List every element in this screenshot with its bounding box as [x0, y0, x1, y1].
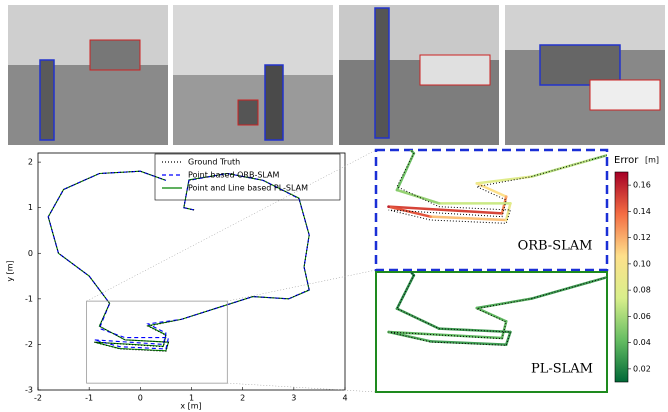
x-tick-label: -2	[34, 394, 42, 403]
colorbar-tick-label: 0.16	[633, 181, 651, 190]
zoom-box	[86, 300, 228, 384]
photo-panels	[8, 5, 665, 145]
connector	[227, 382, 377, 393]
colorbar-tick-label: 0.12	[633, 233, 651, 242]
inset-error-point	[437, 202, 441, 205]
inset-error-point	[504, 195, 508, 198]
x-tick-label: 4	[342, 394, 347, 403]
inset-segment	[387, 205, 504, 215]
legend-label: Point based ORB-SLAM	[188, 171, 280, 180]
inset-segment	[387, 330, 432, 343]
x-tick-label: 2	[240, 394, 245, 403]
inset-error-point	[500, 212, 504, 215]
inset-label: ORB-SLAM	[518, 239, 593, 254]
y-axis-label: y [m]	[6, 260, 15, 281]
trajectory-line	[47, 170, 310, 352]
colorbar-tick-label: 0.02	[633, 364, 651, 373]
inset-error-point	[312, 147, 315, 150]
inset-error-point	[329, 201, 332, 204]
inset-error-point	[504, 320, 508, 323]
inset-segment	[475, 306, 508, 323]
x-tick-label: 0	[138, 394, 143, 403]
colorbar-tick-label: 0.10	[633, 259, 651, 268]
colorbar	[614, 171, 629, 383]
legend-label: Ground Truth	[188, 158, 240, 167]
inset-error-point	[429, 340, 432, 343]
inset-segment	[475, 182, 508, 198]
inset-segment	[588, 275, 607, 284]
inset-segment	[429, 340, 508, 346]
inset-error-point	[509, 202, 512, 205]
inset-segment	[475, 175, 533, 185]
colorbar-tick-label: 0.04	[633, 338, 651, 347]
y-tick-label: -1	[25, 294, 33, 303]
inset-frame	[374, 148, 609, 272]
colorbar-title: Error	[614, 155, 639, 166]
inset	[387, 150, 607, 224]
legend-label: Point and Line based PL-SLAM	[188, 184, 308, 193]
inset-segment	[330, 202, 380, 235]
connector	[86, 149, 377, 302]
y-tick-label: 1	[28, 203, 33, 212]
connector	[227, 269, 377, 302]
inset-error-point	[504, 218, 508, 222]
inset-segment	[395, 152, 416, 192]
x-tick-label: -1	[85, 394, 93, 403]
inset-error-point	[395, 188, 399, 192]
x-tick-label: 1	[189, 394, 194, 403]
inset-segment	[429, 215, 508, 222]
colorbar-unit: [m]	[645, 156, 659, 165]
inset-segment	[475, 297, 533, 310]
inset-label: PL-SLAM	[531, 362, 593, 377]
inset-error-point	[379, 234, 382, 237]
inset-frame	[375, 271, 608, 393]
inset-error-point	[387, 205, 390, 208]
colorbar-tick-label: 0.08	[633, 286, 651, 295]
x-axis-label: x [m]	[180, 402, 201, 411]
colorbar-tick-label: 0.14	[633, 207, 651, 216]
y-tick-label: 2	[28, 158, 33, 167]
inset-segment	[649, 265, 668, 268]
inset-segment	[588, 153, 607, 162]
inset	[312, 147, 668, 346]
inset-error-point	[429, 215, 432, 218]
y-tick-label: -3	[25, 386, 33, 395]
x-tick-label: 3	[291, 394, 296, 403]
inset-error-point	[475, 182, 479, 185]
y-tick-label: -2	[25, 340, 33, 349]
inset-segment	[504, 202, 512, 222]
colorbar-tick-label: 0.06	[633, 312, 651, 321]
y-tick-label: 0	[28, 249, 33, 258]
